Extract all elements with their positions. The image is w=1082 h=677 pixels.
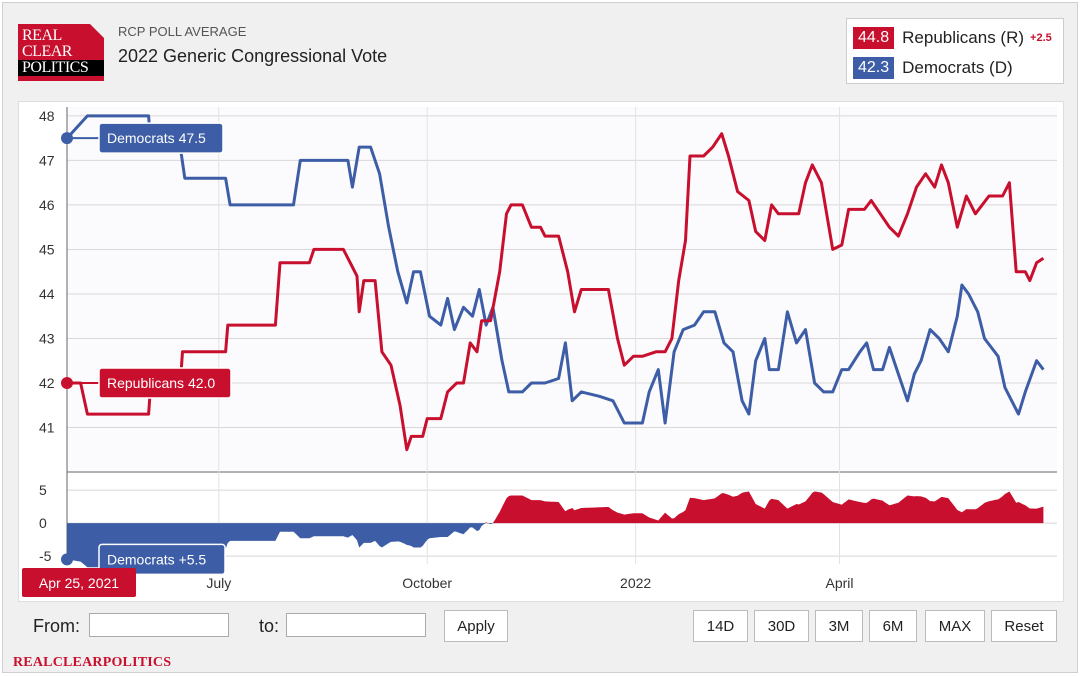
spread-tick-label-1: 0 (39, 515, 47, 531)
republicans-series-line (67, 132, 1045, 452)
reset-button[interactable]: Reset (991, 610, 1057, 642)
spread-area-republicans (67, 491, 1044, 524)
x-tick-label-2: 2022 (620, 575, 651, 591)
tooltip-spread-box (98, 543, 226, 576)
chart-title: 2022 Generic Congressional Vote (118, 46, 388, 66)
spread-tick-label-2: -5 (39, 548, 52, 564)
date-badge-label: Apr 25, 2021 (39, 575, 119, 591)
range-6m-button[interactable]: 6M (869, 610, 917, 642)
chart-area[interactable]: 41 42 43 44 45 46 47 48 5 0 -5 July October 2022 April… (18, 101, 1064, 602)
to-date-input[interactable] (286, 613, 426, 637)
spread-tick-label-0: 5 (39, 482, 47, 498)
y-tick-label-5: 46 (39, 197, 55, 213)
range-max-button[interactable]: MAX (925, 610, 985, 642)
y-tick-label-3: 44 (39, 286, 55, 302)
y-tick-label-2: 43 (39, 330, 55, 346)
from-label: From: (33, 616, 80, 636)
democrats-series-line (65, 114, 1045, 425)
spread-area-democrats (67, 523, 1044, 568)
logo-line-1: REAL (22, 27, 62, 44)
legend-name-democrats: Democrats (D) (902, 57, 1013, 77)
tooltip-spread-label: Democrats +5.5 (107, 551, 206, 567)
legend-name-republicans: Republicans (R) (902, 27, 1025, 47)
tooltip-democrats-box (98, 122, 224, 154)
footer-brand: REALCLEARPOLITICS (13, 655, 172, 670)
chart-svg[interactable]: 41 42 43 44 45 46 47 48 5 0 -5 July October 2022 April… (19, 102, 1064, 602)
plot-background (67, 107, 1057, 472)
to-label: to: (259, 616, 280, 636)
y-tick-label-0: 41 (39, 419, 55, 435)
x-tick-label-1: October (402, 575, 452, 591)
tooltip-republicans-label: Republicans 42.0 (107, 375, 215, 391)
apply-button[interactable]: Apply (444, 610, 508, 642)
legend-value-republicans: 44.8 (853, 26, 895, 49)
tooltip-democrats-label: Democrats 47.5 (107, 130, 206, 146)
range-3m-button[interactable]: 3M (815, 610, 863, 642)
legend-item-republicans[interactable]: 44.8 Republicans (R) +2.5 (853, 25, 1052, 50)
y-tick-label-6: 47 (39, 152, 55, 168)
y-tick-label-7: 48 (39, 108, 55, 124)
tooltip-republicans-box (98, 367, 232, 399)
chart-kicker: RCP POLL AVERAGE (118, 24, 247, 39)
y-tick-label-1: 42 (39, 375, 55, 391)
y-tick-label-4: 45 (39, 241, 55, 257)
legend: 44.8 Republicans (R) +2.5 42.3 Democrats… (846, 18, 1064, 84)
range-30d-button[interactable]: 30D (754, 610, 809, 642)
legend-item-democrats[interactable]: 42.3 Democrats (D) (853, 55, 1013, 80)
legend-value-democrats: 42.3 (853, 56, 895, 79)
from-date-input[interactable] (89, 613, 229, 637)
x-tick-label-3: April (826, 575, 854, 591)
logo-line-2: CLEAR (22, 43, 72, 60)
x-tick-label-0: July (206, 575, 231, 591)
range-14d-button[interactable]: 14D (693, 610, 748, 642)
logo-corner (90, 24, 104, 38)
date-badge-box (22, 568, 136, 597)
legend-delta-republicans: +2.5 (1030, 31, 1052, 44)
rcp-logo: REAL CLEAR POLITICS (18, 24, 104, 81)
date-controls: From: to: Apply 14D 30D 3M 6M MAX Reset (18, 602, 1064, 648)
logo-line-3: POLITICS (18, 60, 104, 76)
